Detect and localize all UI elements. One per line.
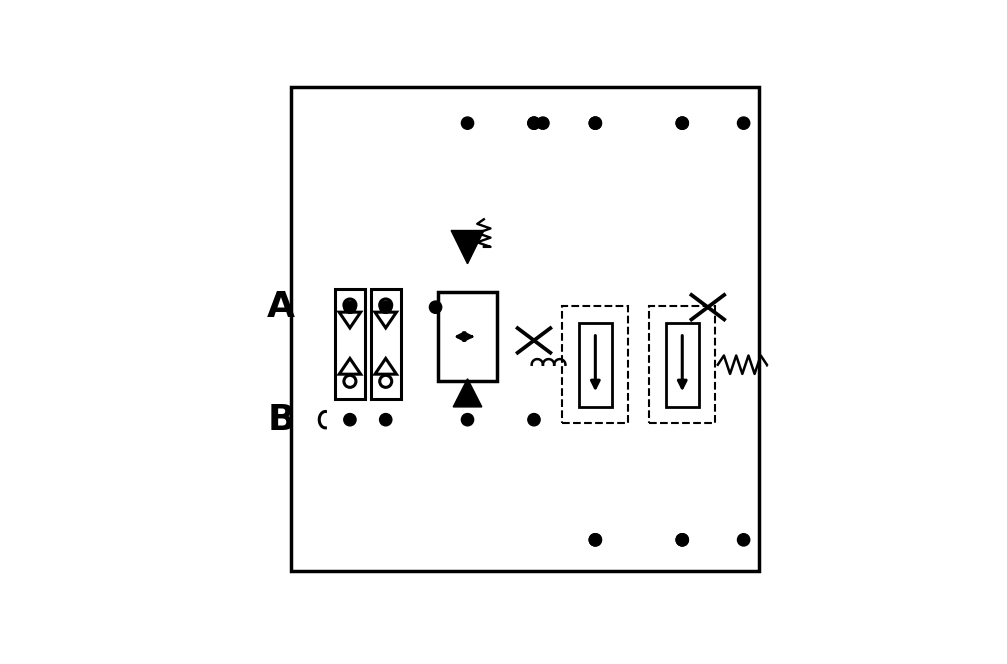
Circle shape [676,117,689,129]
Circle shape [380,299,392,311]
Circle shape [344,299,355,311]
Circle shape [589,117,601,129]
Polygon shape [375,312,397,328]
Circle shape [676,534,689,546]
Circle shape [537,117,549,129]
Text: B: B [267,402,295,437]
Bar [650,306,715,423]
Circle shape [380,414,392,426]
Circle shape [589,117,601,129]
Circle shape [343,414,356,426]
Bar [371,290,401,399]
Bar [666,323,699,407]
Polygon shape [339,312,361,328]
Bar [438,292,496,381]
Circle shape [589,534,601,546]
Bar [579,323,612,407]
Circle shape [429,301,442,313]
Polygon shape [453,378,481,407]
Circle shape [380,301,392,313]
Bar [562,306,628,423]
Circle shape [380,375,392,387]
Polygon shape [375,359,397,374]
Circle shape [528,117,540,129]
Circle shape [737,117,750,129]
Bar [335,290,365,399]
Circle shape [589,534,601,546]
Circle shape [461,117,473,129]
Polygon shape [451,230,484,264]
Circle shape [461,414,473,426]
Circle shape [676,117,689,129]
Circle shape [737,534,750,546]
Circle shape [676,534,689,546]
Circle shape [343,301,356,313]
Circle shape [528,117,540,129]
Polygon shape [339,359,361,374]
Circle shape [344,375,355,387]
Circle shape [528,414,540,426]
Text: A: A [267,290,295,324]
